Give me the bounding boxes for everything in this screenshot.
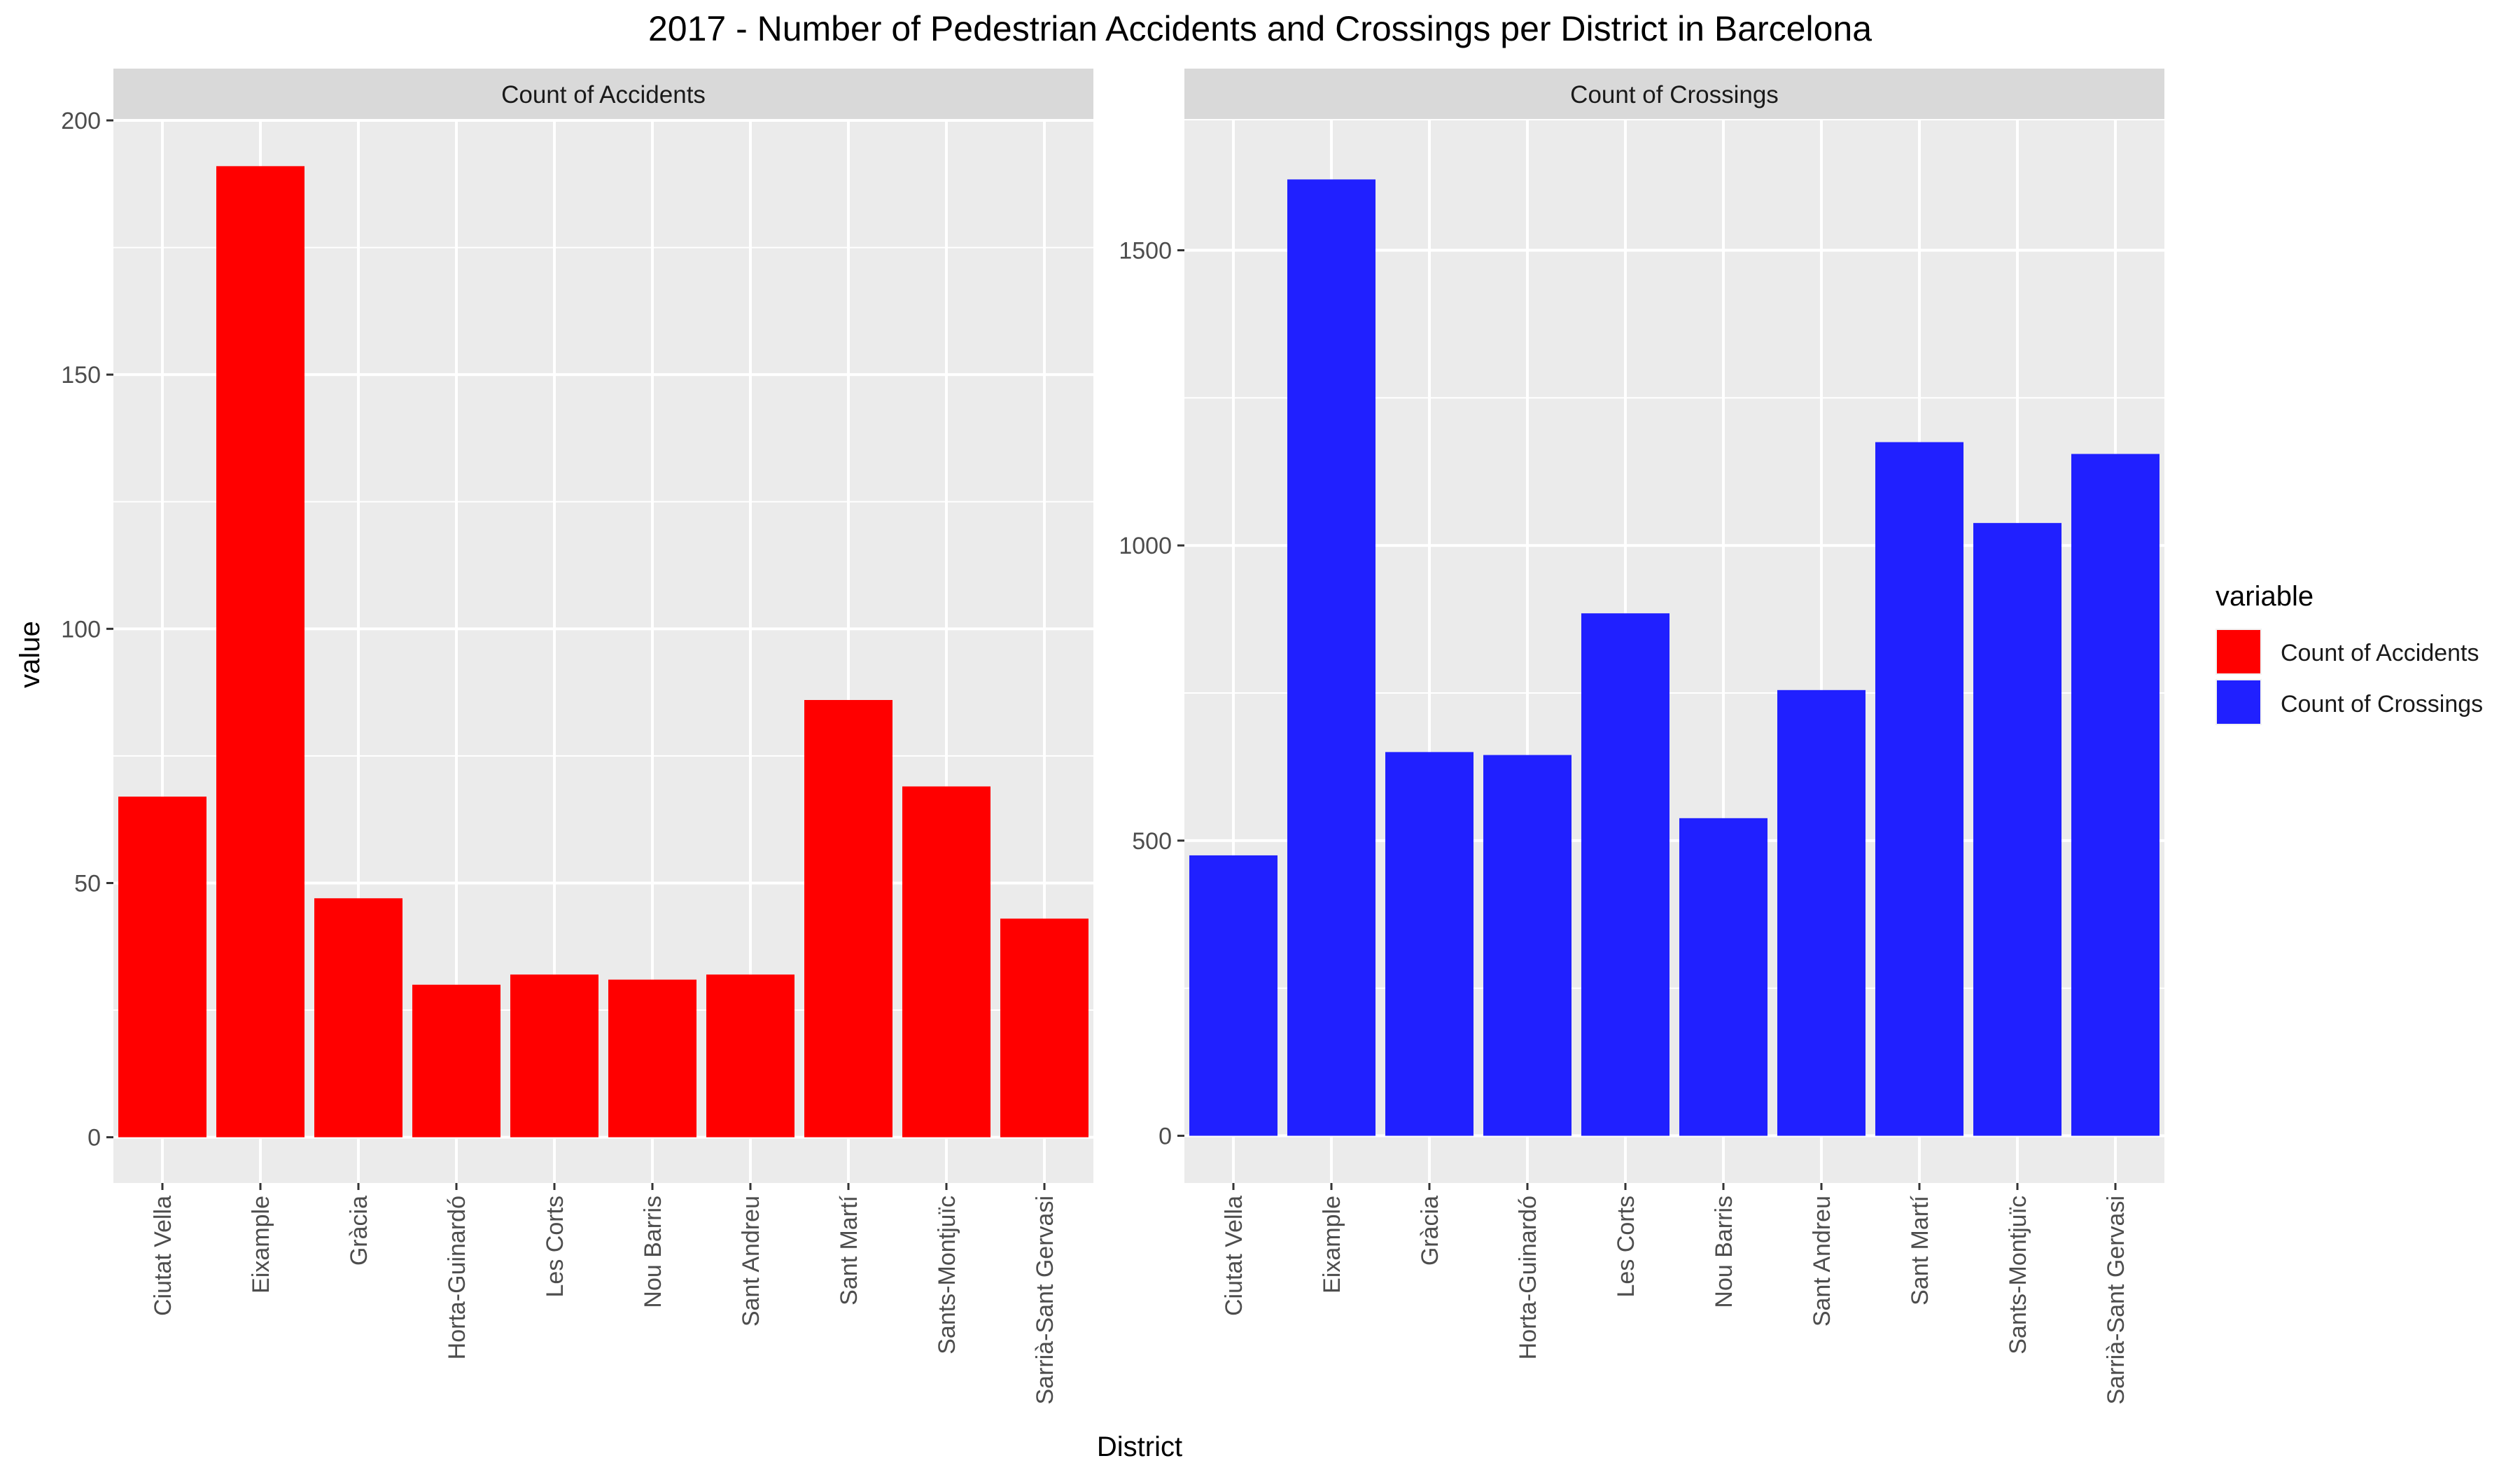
- bar-accidents: [1000, 918, 1088, 1138]
- bar-crossings: [1581, 613, 1670, 1136]
- strip-crossings: [1184, 69, 2164, 119]
- x-tick-label: Ciutat Vella: [150, 1196, 176, 1316]
- y-tick-label: 100: [61, 616, 101, 643]
- y-tick-label: 150: [61, 362, 101, 388]
- y-tick-label: 0: [88, 1125, 101, 1152]
- bar-crossings: [1679, 818, 1768, 1136]
- bar-crossings: [1287, 179, 1376, 1136]
- bar-accidents: [118, 797, 206, 1138]
- x-tick-label: Les Corts: [542, 1196, 568, 1298]
- x-tick-label: Gràcia: [1417, 1196, 1443, 1266]
- y-tick-label: 50: [74, 870, 101, 897]
- x-tick-label: Sant Martí: [836, 1195, 862, 1305]
- panel-crossings: Count of Crossings 0 500 1000 1500 Ciutat Vel…: [1119, 69, 2164, 1405]
- y-tick-label: 200: [61, 108, 101, 134]
- strip-label-accidents: Count of Accidents: [501, 81, 706, 108]
- legend: variable Count of Accidents Count of Cro…: [2216, 581, 2483, 725]
- bar-crossings: [1973, 523, 2062, 1136]
- y-tick-label: 1000: [1119, 533, 1172, 559]
- x-axis-label: District: [1097, 1432, 1182, 1462]
- x-tick-label: Sarrià-Sant Gervasi: [2103, 1196, 2129, 1405]
- bar-crossings: [1385, 752, 1474, 1136]
- bar-crossings: [1483, 755, 1572, 1136]
- bar-accidents: [216, 166, 304, 1138]
- bar-accidents: [902, 786, 990, 1138]
- x-tick-label: Les Corts: [1613, 1196, 1639, 1298]
- bar-accidents: [804, 700, 892, 1138]
- x-tick-label: Sant Andreu: [738, 1196, 764, 1326]
- y-tick-label: 1500: [1119, 238, 1172, 265]
- panel-accidents: Count of Accidents 0 50 100 150 200 Ciutat Vel…: [61, 69, 1093, 1405]
- bar-crossings: [1777, 690, 1865, 1136]
- legend-label-accidents: Count of Accidents: [2281, 640, 2479, 666]
- bar-accidents: [412, 984, 500, 1138]
- y-tick-label: 500: [1132, 828, 1172, 855]
- x-tick-label: Horta-Guinardó: [444, 1196, 470, 1359]
- bar-accidents: [314, 898, 402, 1138]
- bar-crossings: [2071, 454, 2160, 1136]
- chart-title: 2017 - Number of Pedestrian Accidents an…: [648, 9, 1872, 48]
- x-tick-label: Sants-Montjuïc: [2005, 1196, 2031, 1354]
- x-tick-label: Eixample: [1319, 1196, 1345, 1294]
- x-tick-label: Sants-Montjuïc: [934, 1196, 960, 1354]
- bar-accidents: [608, 979, 696, 1138]
- x-tick-label: Sant Martí: [1907, 1195, 1933, 1305]
- bar-accidents: [706, 974, 794, 1138]
- bar-crossings: [1189, 855, 1278, 1136]
- x-tick-label: Eixample: [248, 1196, 274, 1294]
- legend-label-crossings: Count of Crossings: [2281, 691, 2483, 718]
- bar-accidents: [510, 974, 598, 1138]
- x-tick-label: Ciutat Vella: [1221, 1196, 1247, 1316]
- bar-crossings: [1875, 442, 1963, 1136]
- x-tick-label: Nou Barris: [640, 1196, 666, 1308]
- y-tick-label: 0: [1158, 1124, 1172, 1150]
- x-tick-label: Horta-Guinardó: [1515, 1196, 1541, 1359]
- x-tick-label: Sarrià-Sant Gervasi: [1032, 1196, 1058, 1405]
- y-axis-label: value: [15, 621, 46, 688]
- x-tick-label: Gràcia: [346, 1196, 372, 1266]
- legend-swatch-crossings: [2217, 680, 2260, 724]
- strip-accidents: [113, 69, 1093, 119]
- x-tick-label: Nou Barris: [1711, 1196, 1737, 1308]
- legend-swatch-accidents: [2217, 630, 2260, 673]
- legend-title: variable: [2216, 581, 2314, 612]
- strip-label-crossings: Count of Crossings: [1570, 81, 1779, 108]
- x-tick-label: Sant Andreu: [1809, 1196, 1835, 1326]
